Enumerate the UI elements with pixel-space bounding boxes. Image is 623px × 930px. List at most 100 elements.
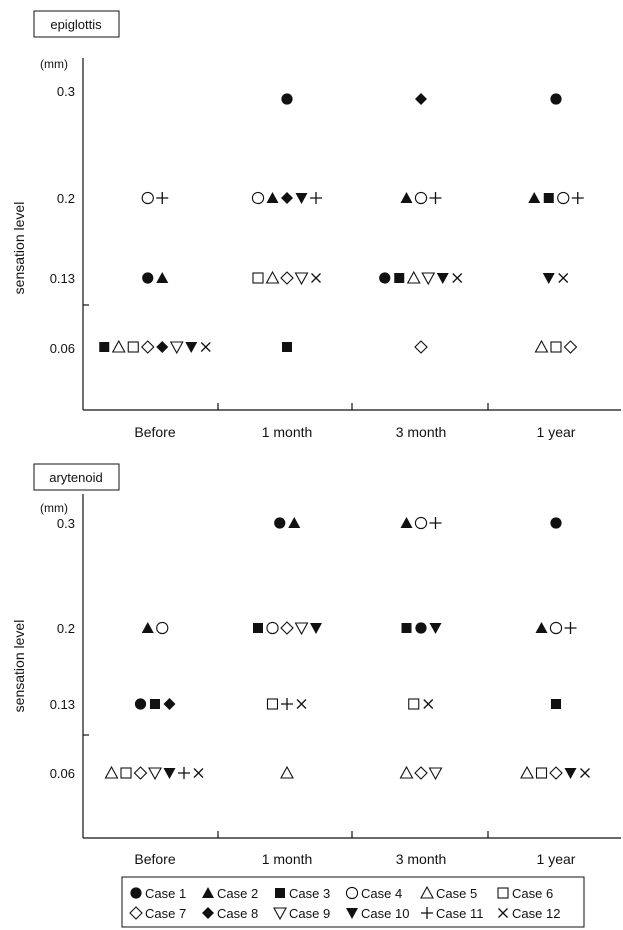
marker-case-6 (535, 767, 548, 779)
marker-case-12 (193, 768, 204, 778)
legend-label: Case 11 (436, 906, 483, 921)
marker-case-6 (266, 698, 279, 710)
y-unit: (mm) (40, 57, 68, 71)
marker-case-12 (580, 768, 590, 778)
marker-case-5 (111, 339, 126, 353)
y-tick-label: 0.2 (57, 621, 75, 636)
y-tick-label: 0.06 (50, 341, 75, 356)
marker-case-11 (310, 192, 322, 204)
marker-case-2 (141, 622, 154, 633)
marker-case-1 (274, 517, 286, 529)
marker-case-6 (127, 341, 139, 353)
y-tick-label: 0.3 (57, 84, 75, 99)
marker-case-5 (265, 270, 280, 284)
marker-case-7 (133, 766, 148, 780)
marker-case-12 (311, 273, 321, 283)
marker-case-5 (399, 765, 414, 779)
marker-case-8 (415, 93, 427, 105)
x-tick-label: 1 year (537, 424, 576, 440)
marker-case-4 (141, 191, 154, 205)
marker-case-11 (564, 622, 577, 634)
marker-case-12 (296, 699, 307, 709)
legend-symbol-case-9 (273, 907, 287, 921)
marker-case-10 (185, 342, 198, 353)
marker-case-7 (549, 766, 563, 780)
x-tick-label: 1 year (537, 851, 576, 867)
marker-case-7 (563, 340, 578, 354)
legend-symbol-case-10 (346, 908, 358, 919)
marker-case-5 (534, 339, 549, 353)
y-tick-label: 0.3 (57, 516, 75, 531)
marker-case-3 (99, 342, 110, 352)
marker-case-6 (550, 341, 562, 353)
data-marks (99, 93, 584, 355)
legend-symbol-case-11 (421, 907, 433, 919)
legend-symbol-case-5 (420, 885, 434, 899)
marker-case-3 (551, 699, 561, 709)
legend-symbol-case-6 (497, 887, 509, 899)
panel-title-box (33, 463, 120, 491)
marker-case-12 (423, 699, 434, 709)
legend-label: Case 5 (436, 886, 477, 901)
marker-case-7 (414, 340, 428, 354)
marker-case-11 (429, 192, 442, 204)
marker-case-10 (429, 623, 442, 634)
panel-arytenoid: arytenoid (mm) sensation level 0.3 0.2 0… (11, 463, 621, 867)
marker-case-3 (394, 273, 405, 283)
marker-case-11 (429, 517, 442, 529)
marker-case-9 (169, 341, 184, 355)
panel-title: epiglottis (50, 17, 102, 32)
marker-case-10 (542, 273, 555, 284)
y-tick-label: 0.13 (50, 271, 75, 286)
marker-case-2 (266, 192, 279, 203)
marker-case-1 (550, 517, 562, 529)
marker-case-4 (414, 516, 428, 530)
legend-label: Case 6 (512, 886, 553, 901)
y-tick-label: 0.2 (57, 191, 75, 206)
marker-case-1 (134, 698, 147, 710)
legend-label: Case 7 (145, 906, 186, 921)
marker-case-7 (414, 766, 428, 780)
marker-case-1 (415, 622, 427, 634)
marker-case-9 (428, 767, 443, 781)
y-axis-label: sensation level (11, 620, 27, 713)
y-tick-label: 0.06 (50, 766, 75, 781)
y-tick-label: 0.13 (50, 697, 75, 712)
legend-symbol-case-1 (130, 887, 142, 899)
data-marks (104, 516, 590, 781)
marker-case-4 (557, 191, 570, 205)
marker-case-4 (266, 621, 279, 635)
legend-label: Case 8 (217, 906, 258, 921)
marker-case-5 (520, 765, 534, 779)
x-tick-label: Before (134, 424, 175, 440)
legend: Case 1 Case 2 Case 3 Case 4 Case 5 Case 6 Case… (121, 876, 585, 928)
marker-case-12 (558, 273, 569, 283)
legend-symbol-case-7 (129, 906, 143, 920)
legend-label: Case 10 (361, 906, 409, 921)
x-tick-label: 1 month (262, 424, 313, 440)
marker-case-9 (148, 767, 162, 781)
marker-case-4 (156, 621, 169, 635)
marker-case-5 (280, 765, 294, 779)
legend-items: Case 1 Case 2 Case 3 Case 4 Case 5 Case 6 Case… (129, 885, 560, 921)
legend-symbol-case-8 (202, 907, 214, 919)
marker-case-9 (421, 272, 436, 286)
marker-case-12 (200, 342, 211, 352)
marker-case-9 (294, 622, 309, 636)
y-axis-label: sensation level (11, 202, 27, 295)
legend-label: Case 4 (361, 886, 402, 901)
marker-case-2 (535, 622, 548, 633)
marker-case-7 (280, 271, 294, 285)
marker-case-3 (282, 342, 292, 352)
marker-case-11 (156, 192, 169, 204)
marker-case-6 (252, 272, 264, 284)
marker-case-12 (452, 273, 463, 283)
marker-case-1 (379, 272, 391, 284)
marker-case-2 (400, 192, 413, 203)
marker-case-10 (163, 768, 176, 779)
marker-case-10 (295, 193, 308, 204)
legend-label: Case 9 (289, 906, 330, 921)
marker-case-3 (401, 623, 412, 633)
panel-title-box (33, 10, 120, 38)
